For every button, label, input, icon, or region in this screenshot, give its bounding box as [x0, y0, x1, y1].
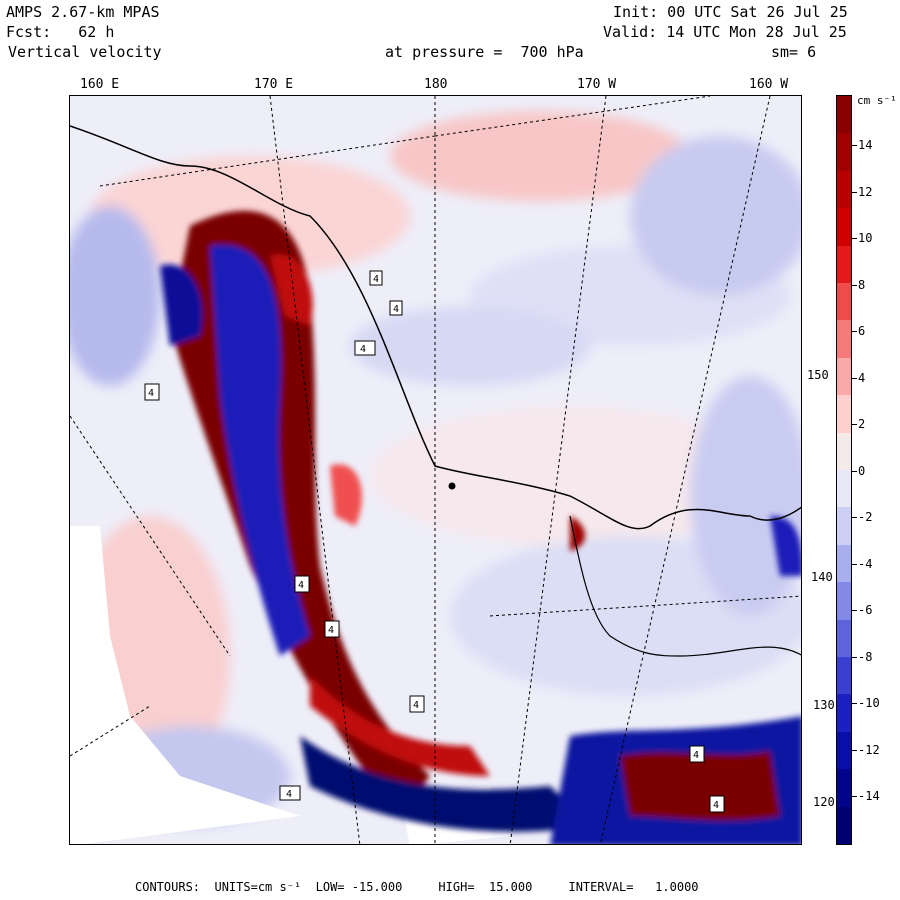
colorbar-segment: [837, 96, 851, 134]
marker-7: 4: [409, 695, 425, 713]
colorbar-segment: [837, 619, 851, 658]
marker-10: 4: [709, 795, 725, 813]
colorbar-tick-mark: [852, 796, 857, 797]
lon-label-180: 180: [424, 77, 448, 92]
colorbar-tick-label: -8: [858, 649, 873, 664]
colorbar-tick-mark: [852, 470, 857, 472]
colorbar-segment: [837, 320, 851, 359]
init-time: Init: 00 UTC Sat 26 Jul 25: [613, 3, 848, 21]
colorbar-tick-mark: [852, 563, 857, 565]
colorbar-segment: [837, 133, 851, 172]
colorbar-segment: [837, 208, 851, 247]
marker-8: 4: [279, 785, 301, 801]
marker-2: 4: [389, 300, 403, 316]
field-name: Vertical velocity: [8, 43, 162, 61]
pressure-level: at pressure = 700 hPa: [385, 43, 584, 61]
station-dot: [448, 482, 456, 490]
colorbar-segment: [837, 283, 851, 321]
colorbar-tick-label: -14: [858, 789, 880, 803]
colorbar-segment: [837, 432, 851, 471]
lon-label-160e: 160 E: [80, 77, 120, 92]
svg-text:4: 4: [373, 274, 379, 285]
lon-label-160w: 160 W: [749, 77, 789, 92]
colorbar-segment: [837, 470, 851, 508]
marker-1: 4: [369, 270, 383, 286]
colorbar-segment: [837, 582, 851, 621]
marker-3: 4: [354, 340, 376, 356]
colorbar-tick-mark: [852, 517, 857, 518]
colorbar-segment: [837, 544, 851, 583]
colorbar-tick-mark: [852, 656, 857, 658]
marker-5: 4: [294, 575, 310, 593]
colorbar-segment: [837, 806, 851, 845]
coastline: [70, 125, 801, 530]
colorbar-tick-label: 14: [858, 138, 873, 152]
svg-text:4: 4: [360, 344, 366, 355]
colorbar-tick-mark: [852, 238, 857, 239]
contour-markers: 4 4 4 4 4 4 4 4 4 4: [144, 270, 725, 813]
svg-text:4: 4: [328, 625, 334, 636]
colorbar-segment: [837, 657, 851, 695]
colorbar-tick-label: 8: [858, 277, 866, 292]
svg-text:4: 4: [713, 800, 719, 811]
lon-label-170e: 170 E: [254, 77, 294, 92]
colorbar-tick-mark: [852, 703, 857, 704]
colorbar-tick-label: 0: [858, 463, 866, 478]
no-data-area: [70, 526, 300, 844]
colorbar-tick-label: 10: [858, 231, 873, 245]
colorbar-units: cm s⁻¹: [857, 94, 897, 107]
colorbar-segment: [837, 507, 851, 546]
colorbar-segment: [837, 731, 851, 770]
marker-4: 4: [144, 383, 160, 401]
smoothing-value: sm= 6: [771, 43, 817, 61]
colorbar-segment: [837, 170, 851, 209]
colorbar-segment: [837, 357, 851, 396]
graticule: [70, 96, 801, 844]
svg-text:4: 4: [286, 789, 292, 800]
coastline-2: [569, 515, 801, 657]
colorbar-segment: [837, 694, 851, 733]
contour-info: CONTOURS: UNITS=cm s⁻¹ LOW= -15.000 HIGH…: [135, 880, 699, 894]
colorbar-tick-label: 6: [858, 324, 866, 338]
svg-text:4: 4: [298, 580, 304, 591]
vertical-velocity-map: 4 4 4 4 4 4 4 4 4 4: [69, 95, 802, 845]
valid-time: Valid: 14 UTC Mon 28 Jul 25: [603, 23, 847, 41]
colorbar-tick-mark: [852, 610, 857, 611]
strong-field-layer: [160, 210, 801, 844]
colorbar-tick-label: -2: [858, 510, 873, 524]
lon-label-170w: 170 W: [577, 77, 617, 92]
colorbar-tick-label: -4: [858, 556, 873, 571]
map-svg: 4 4 4 4 4 4 4 4 4 4: [70, 96, 801, 844]
colorbar-tick-label: 12: [858, 184, 873, 199]
colorbar: [836, 95, 852, 845]
colorbar-tick-mark: [852, 284, 857, 286]
colorbar-tick-label: -6: [858, 603, 873, 617]
colorbar-tick-label: -10: [858, 696, 880, 710]
colorbar-segment: [837, 395, 851, 434]
colorbar-tick-mark: [852, 424, 857, 425]
svg-text:4: 4: [413, 700, 419, 711]
marker-6: 4: [324, 620, 340, 638]
colorbar-tick-label: -12: [858, 742, 880, 757]
colorbar-tick-label: 2: [858, 417, 866, 431]
colorbar-segment: [837, 245, 851, 284]
colorbar-tick-mark: [852, 145, 857, 146]
marker-9: 4: [689, 745, 705, 763]
colorbar-tick-mark: [852, 191, 857, 193]
model-title: AMPS 2.67-km MPAS: [6, 3, 160, 21]
colorbar-tick-mark: [852, 331, 857, 332]
forecast-hour: Fcst: 62 h: [6, 23, 115, 41]
colorbar-tick-mark: [852, 377, 857, 379]
svg-text:4: 4: [393, 304, 399, 315]
colorbar-segment: [837, 769, 851, 808]
svg-text:4: 4: [693, 750, 699, 761]
svg-text:4: 4: [148, 388, 154, 399]
colorbar-tick-mark: [852, 749, 857, 751]
colorbar-tick-label: 4: [858, 370, 866, 385]
